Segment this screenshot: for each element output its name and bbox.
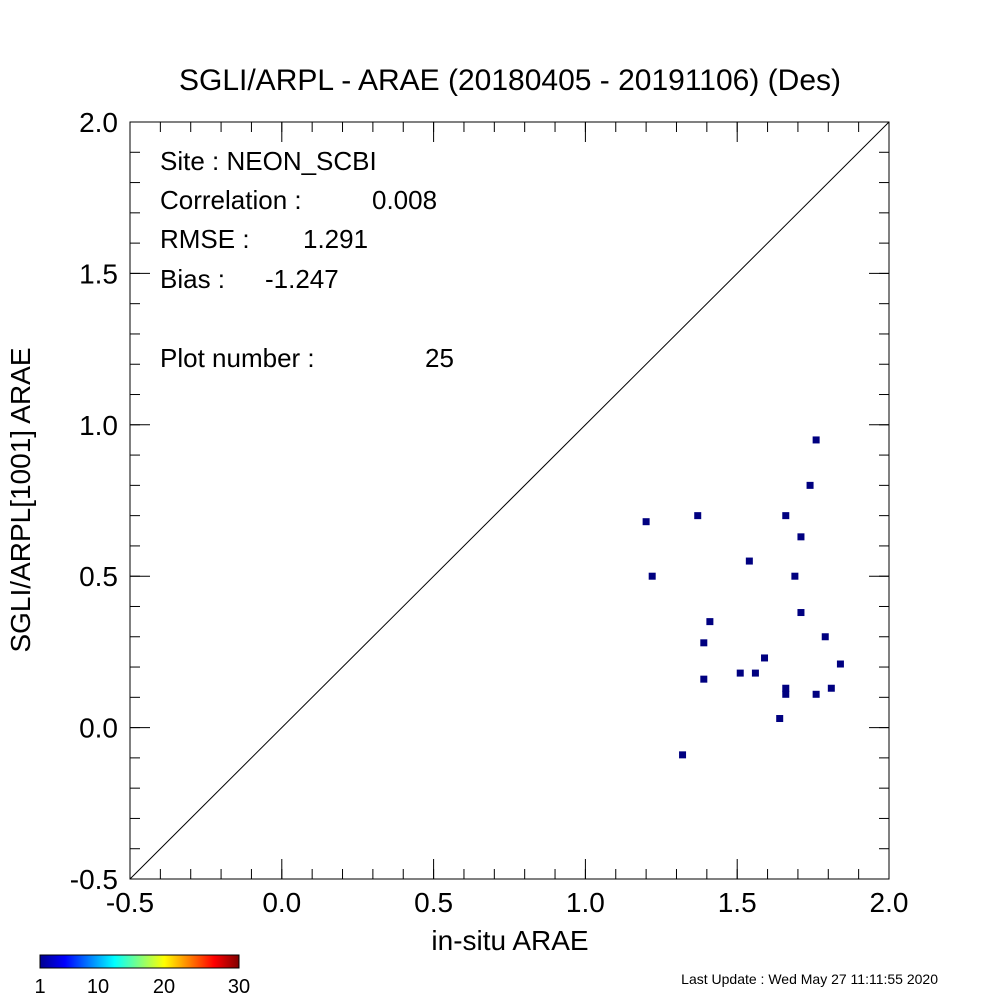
axis-tick-labels: -0.5 0.0 0.5 1.0 1.5 2.0 -0.5 0.0 0.5 1.0 1.5 2.0 (70, 107, 909, 918)
data-point (745, 557, 753, 565)
x-tick-label: 0.0 (262, 887, 301, 918)
plot-number-label: Plot number : (160, 343, 315, 373)
data-point (782, 690, 790, 698)
chart-title: SGLI/ARPL - ARAE (20180405 - 20191106) (… (179, 64, 841, 97)
data-point (812, 436, 820, 444)
site-label: Site : NEON_SCBI (160, 146, 377, 176)
x-tick-label: 0.5 (414, 887, 453, 918)
y-tick-label: -0.5 (70, 864, 118, 895)
y-axis-label: SGLI/ARPL[1001] ARAE (5, 347, 36, 652)
data-point (836, 660, 844, 668)
x-tick-label: 1.5 (718, 887, 757, 918)
colorbar-tick-label: 10 (87, 976, 109, 998)
one-to-one-line (129, 121, 890, 880)
data-point (782, 512, 790, 520)
data-point (706, 618, 714, 626)
x-tick-label: 2.0 (870, 887, 909, 918)
data-point (679, 751, 687, 759)
data-point (791, 572, 799, 580)
axis-ticks (129, 121, 890, 880)
correlation-value: 0.008 (372, 185, 437, 215)
bias-label: Bias : (160, 264, 225, 294)
data-point (776, 715, 784, 723)
data-point (694, 512, 702, 520)
colorbar-tick-label: 20 (153, 976, 175, 998)
y-tick-label: 1.0 (79, 410, 118, 441)
data-point (812, 690, 820, 698)
x-axis-label: in-situ ARAE (431, 925, 588, 956)
data-point (821, 633, 829, 641)
data-points (642, 436, 844, 759)
data-point (806, 481, 814, 489)
colorbar: 1 10 20 30 (34, 954, 250, 998)
data-point (648, 572, 656, 580)
rmse-value: 1.291 (303, 224, 368, 254)
data-point (700, 675, 708, 683)
x-tick-label: 1.0 (566, 887, 605, 918)
y-tick-label: 2.0 (79, 107, 118, 138)
data-point (642, 518, 650, 526)
plot-number-value: 25 (425, 343, 454, 373)
data-point (797, 609, 805, 617)
rmse-label: RMSE : (160, 224, 250, 254)
data-point (797, 533, 805, 541)
plot-frame (129, 121, 890, 880)
data-point (782, 684, 790, 692)
y-tick-label: 0.0 (79, 713, 118, 744)
bias-value: -1.247 (265, 264, 339, 294)
data-point (761, 654, 769, 662)
data-point (751, 669, 759, 677)
colorbar-tick-label: 30 (228, 976, 250, 998)
colorbar-tick-label: 1 (34, 976, 45, 998)
last-update-text: Last Update : Wed May 27 11:11:55 2020 (681, 971, 938, 987)
stats-box: Site : NEON_SCBI Correlation : 0.008 RMS… (160, 146, 454, 373)
data-point (827, 684, 835, 692)
x-tick-label: -0.5 (106, 887, 154, 918)
data-point (700, 639, 708, 647)
y-tick-label: 0.5 (79, 561, 118, 592)
colorbar-gradient (39, 954, 240, 969)
y-tick-label: 1.5 (79, 258, 118, 289)
data-point (736, 669, 744, 677)
correlation-label: Correlation : (160, 185, 302, 215)
colorbar-labels: 1 10 20 30 (34, 976, 250, 998)
